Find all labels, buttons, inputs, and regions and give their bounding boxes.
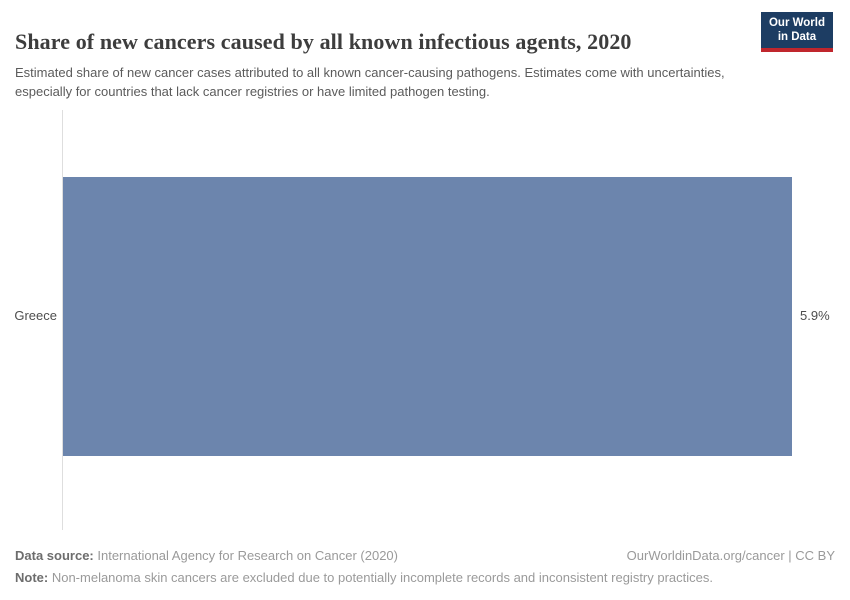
category-label-greece: Greece <box>14 308 57 323</box>
note-label: Note: <box>15 570 49 585</box>
bar-greece[interactable] <box>63 177 792 456</box>
chart-subtitle: Estimated share of new cancer cases attr… <box>15 65 725 99</box>
y-axis-line <box>62 110 63 530</box>
value-label-greece: 5.9% <box>800 308 830 323</box>
note-text: Non-melanoma skin cancers are excluded d… <box>48 570 713 585</box>
footer-source-row: OurWorldinData.org/cancer | CC BY Data s… <box>15 548 835 563</box>
footer-link[interactable]: OurWorldinData.org/cancer | CC BY <box>626 548 835 563</box>
page-title: Share of new cancers caused by all known… <box>15 28 632 54</box>
owid-logo-line2: in Data <box>777 30 817 43</box>
data-source-text: International Agency for Research on Can… <box>93 548 398 563</box>
data-source-label: Data source: <box>15 548 94 563</box>
footer-note-row: Note: Non-melanoma skin cancers are excl… <box>15 570 835 585</box>
owid-logo-line1: Our World <box>768 17 825 29</box>
owid-logo: Our World in Data <box>760 12 833 52</box>
